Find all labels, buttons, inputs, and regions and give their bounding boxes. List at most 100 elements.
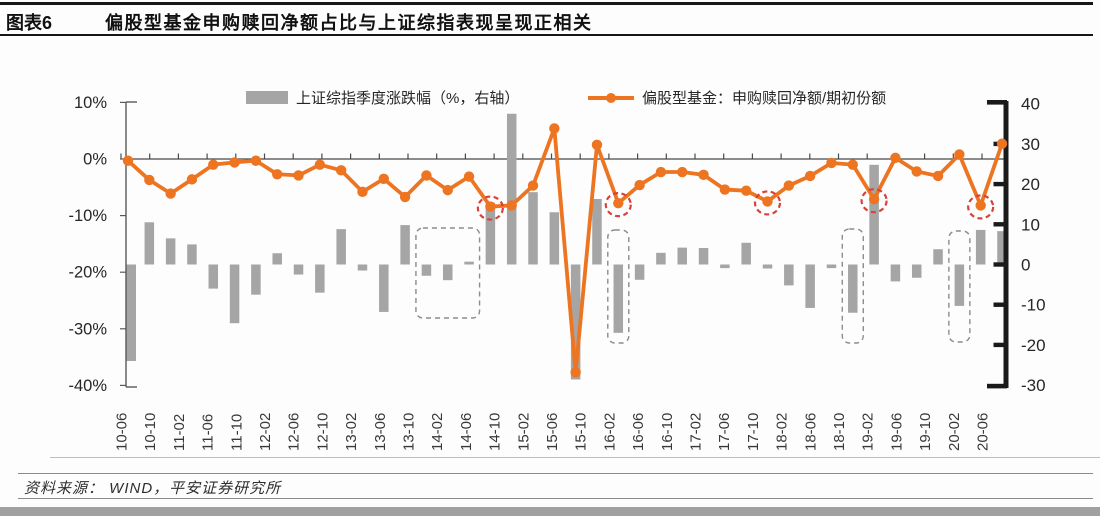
bar bbox=[464, 261, 474, 265]
x-axis-label: 16-06 bbox=[630, 413, 647, 451]
bar bbox=[805, 264, 815, 308]
line-point bbox=[996, 138, 1008, 149]
circled-point-annotation bbox=[476, 195, 504, 221]
right-axis-label: 0 bbox=[1021, 256, 1030, 275]
x-axis-label: 17-06 bbox=[716, 413, 733, 451]
line-point bbox=[378, 173, 390, 185]
line-point bbox=[570, 367, 581, 378]
bar bbox=[528, 192, 538, 265]
line-point bbox=[868, 193, 880, 205]
x-axis-label: 12-02 bbox=[257, 413, 274, 451]
x-axis-label: 14-02 bbox=[429, 413, 446, 451]
line-point bbox=[975, 200, 986, 211]
right-axis-label: -10 bbox=[1021, 296, 1046, 315]
legend-bar-swatch bbox=[246, 91, 288, 104]
x-axis-label: 11-06 bbox=[200, 414, 217, 451]
x-axis-label: 12-06 bbox=[286, 413, 303, 451]
bar bbox=[315, 264, 325, 293]
circled-point-annotation bbox=[604, 192, 632, 218]
x-axis-label: 10-10 bbox=[142, 413, 159, 451]
x-axis-label: 13-02 bbox=[343, 413, 360, 451]
legend-bar-label: 上证综指季度涨跌幅（%，右轴） bbox=[296, 90, 520, 107]
line-point bbox=[911, 166, 922, 177]
legend-line-swatch bbox=[588, 91, 634, 104]
right-axis-cap bbox=[987, 383, 1007, 389]
circled-point-annotation bbox=[860, 188, 888, 214]
line-point bbox=[677, 166, 688, 178]
x-axis-label: 13-10 bbox=[401, 413, 418, 451]
page-bottom-bar bbox=[0, 507, 1100, 516]
left-axis-label: -20% bbox=[68, 264, 107, 282]
line-point bbox=[804, 170, 816, 182]
right-axis-cap bbox=[987, 100, 1007, 105]
right-axis-label: 10 bbox=[1021, 215, 1040, 234]
line-point bbox=[719, 184, 731, 195]
line-point bbox=[591, 139, 603, 151]
bar bbox=[336, 229, 346, 265]
bar bbox=[144, 222, 155, 265]
line-point bbox=[165, 188, 176, 199]
x-axis-label: 19-06 bbox=[888, 413, 905, 451]
line-point bbox=[229, 157, 240, 168]
source-note: 资料来源： WIND，平安证券研究所 bbox=[24, 480, 282, 497]
x-axis-label: 13-06 bbox=[372, 413, 389, 451]
line-point bbox=[847, 159, 858, 170]
bar bbox=[506, 113, 517, 265]
bar bbox=[592, 198, 602, 265]
line-point bbox=[740, 185, 752, 196]
bar bbox=[954, 264, 965, 306]
bar bbox=[911, 264, 922, 278]
figure-title: 偏股型基金申购赎回净额占比与上证综指表现呈现正相关 bbox=[105, 13, 593, 33]
circled-point-annotation bbox=[753, 190, 782, 216]
line-point bbox=[549, 123, 560, 134]
right-axis-label: 20 bbox=[1021, 175, 1040, 194]
right-axis-tick bbox=[993, 342, 1007, 348]
x-axis-label: 14-10 bbox=[487, 413, 504, 451]
line-point bbox=[762, 196, 773, 207]
bar bbox=[848, 264, 858, 313]
bar bbox=[357, 264, 368, 271]
bar bbox=[997, 231, 1007, 265]
line-point bbox=[122, 155, 134, 166]
bar bbox=[698, 248, 709, 265]
line-point bbox=[314, 159, 326, 170]
right-axis-label: 40 bbox=[1021, 95, 1040, 114]
line-point bbox=[421, 170, 432, 181]
bar bbox=[485, 202, 496, 265]
bar bbox=[165, 238, 176, 265]
line-point bbox=[335, 165, 347, 176]
footer-rule-faint bbox=[50, 457, 1100, 458]
bar bbox=[443, 264, 453, 281]
left-axis-label: 0% bbox=[83, 151, 107, 169]
x-axis-label: 16-02 bbox=[601, 413, 618, 451]
x-axis-label: 18-10 bbox=[831, 413, 848, 451]
highlight-box bbox=[607, 229, 630, 344]
line-point bbox=[272, 169, 283, 180]
bar bbox=[975, 229, 986, 265]
line-point bbox=[783, 180, 795, 191]
bar bbox=[933, 249, 943, 265]
right-axis-tick bbox=[993, 222, 1007, 227]
line-point bbox=[399, 191, 411, 203]
bar bbox=[421, 264, 432, 276]
header-top-rule bbox=[0, 2, 1093, 5]
x-axis-label: 19-10 bbox=[917, 413, 934, 451]
bar bbox=[720, 264, 730, 269]
bar bbox=[187, 244, 197, 265]
x-axis-label: 15-02 bbox=[515, 413, 532, 451]
line-point bbox=[485, 201, 496, 212]
x-axis-label: 20-06 bbox=[975, 413, 992, 451]
circled-point-annotation bbox=[967, 194, 995, 220]
line-point bbox=[655, 166, 667, 178]
bar bbox=[549, 212, 560, 265]
legend-line-marker-icon bbox=[606, 92, 616, 103]
line-point bbox=[506, 200, 517, 211]
line-point bbox=[932, 170, 944, 182]
x-axis-label: 14-06 bbox=[458, 413, 475, 451]
right-axis-label: -30 bbox=[1021, 376, 1046, 395]
bar bbox=[677, 247, 687, 265]
left-axis-label: -30% bbox=[68, 320, 107, 338]
bar bbox=[379, 264, 389, 312]
line-point bbox=[954, 149, 965, 160]
